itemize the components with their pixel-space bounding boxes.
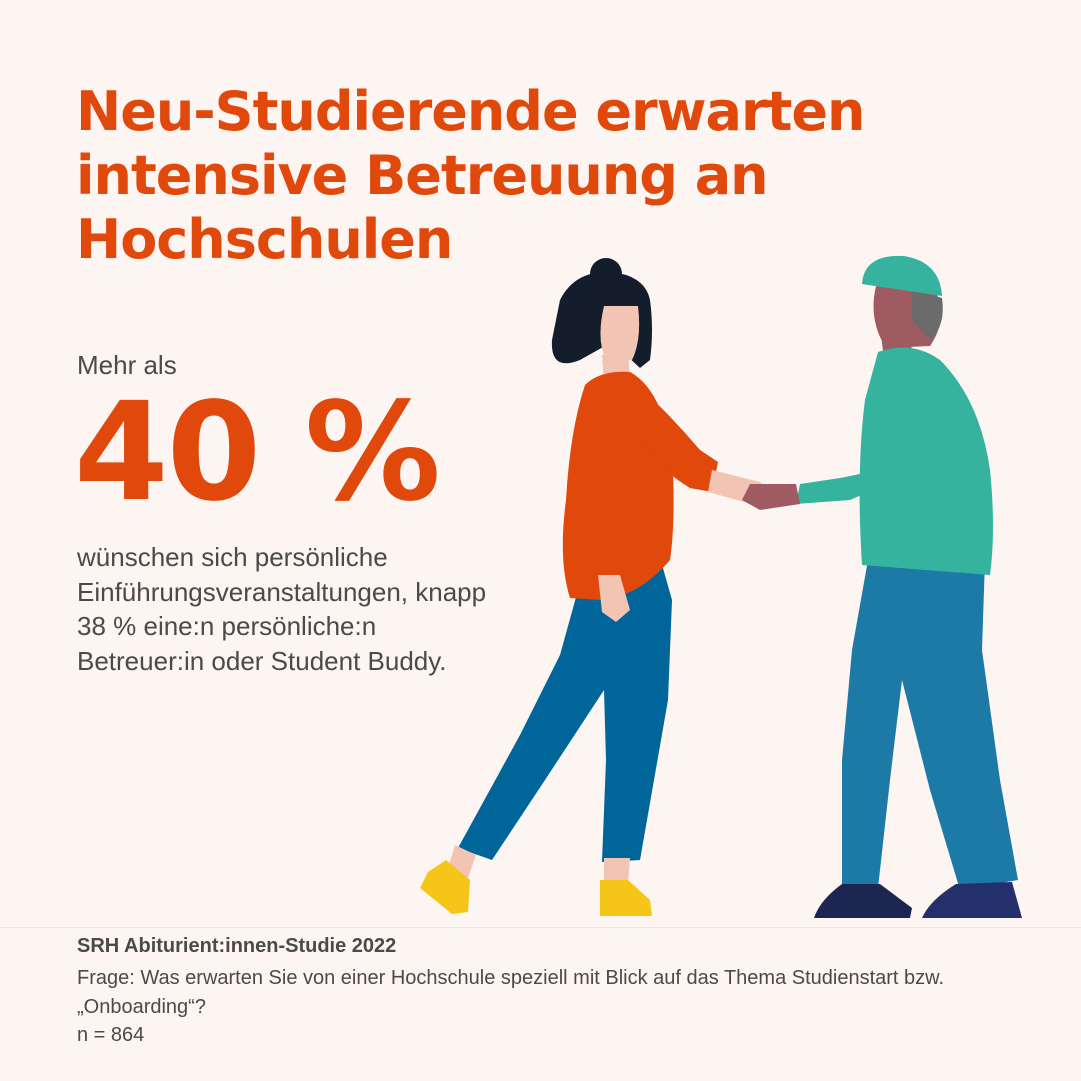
body-text: wünschen sich persönliche Einführungsver… bbox=[77, 542, 487, 676]
sample-size: n = 864 bbox=[77, 1024, 145, 1046]
source-title: SRH Abiturient:innen-Studie 2022 bbox=[77, 935, 397, 957]
intro-text: Mehr als bbox=[77, 350, 177, 380]
two-people-handshake-icon bbox=[420, 255, 1022, 918]
survey-question: Frage: Was erwarten Sie von einer Hochsc… bbox=[77, 967, 945, 1018]
footer-divider bbox=[0, 927, 1081, 928]
big-percentage: 40 % bbox=[74, 374, 441, 532]
headline: Neu-Studierende erwarten intensive Betre… bbox=[76, 80, 865, 271]
